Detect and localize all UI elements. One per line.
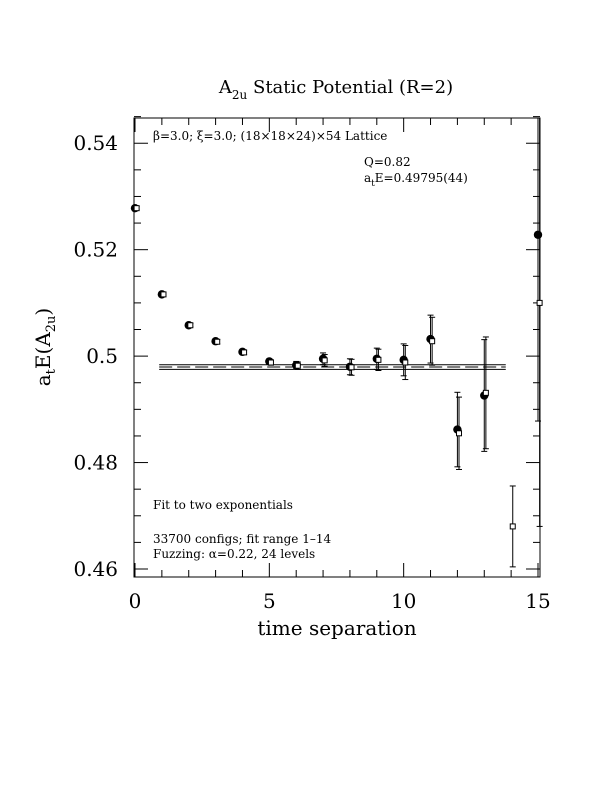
data-point-square bbox=[160, 291, 167, 298]
data-point-square bbox=[429, 338, 436, 345]
data-point-square bbox=[482, 389, 489, 396]
data-point-square bbox=[375, 356, 382, 363]
data-point-square bbox=[348, 364, 355, 371]
x-tick-label: 5 bbox=[263, 589, 276, 613]
axis-tick-labels: 0 5 10 15 0.46 0.48 0.5 0.52 0.54 bbox=[73, 131, 550, 613]
fit-value-annotation: atE=0.49795(44) bbox=[364, 171, 468, 189]
data-point bbox=[533, 230, 543, 239]
data-point-square bbox=[267, 359, 274, 366]
y-tick-label: 0.52 bbox=[73, 238, 118, 262]
data-markers bbox=[130, 118, 543, 568]
fuzzing-annotation: Fuzzing: α=0.22, 24 levels bbox=[153, 547, 315, 561]
fit-type-annotation: Fit to two exponentials bbox=[153, 498, 293, 512]
chart-title: A2u Static Potential (R=2) bbox=[218, 77, 453, 102]
lattice-annotation: β=3.0; ξ=3.0; (18×18×24)×54 Lattice bbox=[153, 129, 387, 143]
x-tick-label: 10 bbox=[391, 589, 416, 613]
fit-band bbox=[159, 364, 506, 370]
configs-annotation: 33700 configs; fit range 1–14 bbox=[153, 532, 331, 546]
data-point-square bbox=[456, 430, 463, 437]
data-point-square bbox=[536, 299, 543, 306]
data-point-square bbox=[294, 362, 301, 369]
y-tick-label: 0.46 bbox=[73, 557, 118, 581]
data-point-square bbox=[187, 322, 194, 329]
data-point-square bbox=[241, 349, 248, 356]
x-tick-label: 15 bbox=[525, 589, 550, 613]
y-tick-label: 0.54 bbox=[73, 131, 118, 155]
data-point-square bbox=[509, 523, 516, 530]
y-tick-label: 0.5 bbox=[86, 344, 118, 368]
data-point-square bbox=[214, 338, 221, 345]
y-tick-label: 0.48 bbox=[73, 451, 118, 475]
y-axis-label: atE(A2u) bbox=[31, 308, 59, 387]
x-tick-label: 0 bbox=[129, 589, 142, 613]
data-point-square bbox=[321, 357, 328, 364]
data-point-square bbox=[402, 359, 409, 366]
x-axis-label: time separation bbox=[257, 616, 416, 640]
data-point-square bbox=[133, 205, 140, 212]
q-annotation: Q=0.82 bbox=[364, 155, 411, 169]
